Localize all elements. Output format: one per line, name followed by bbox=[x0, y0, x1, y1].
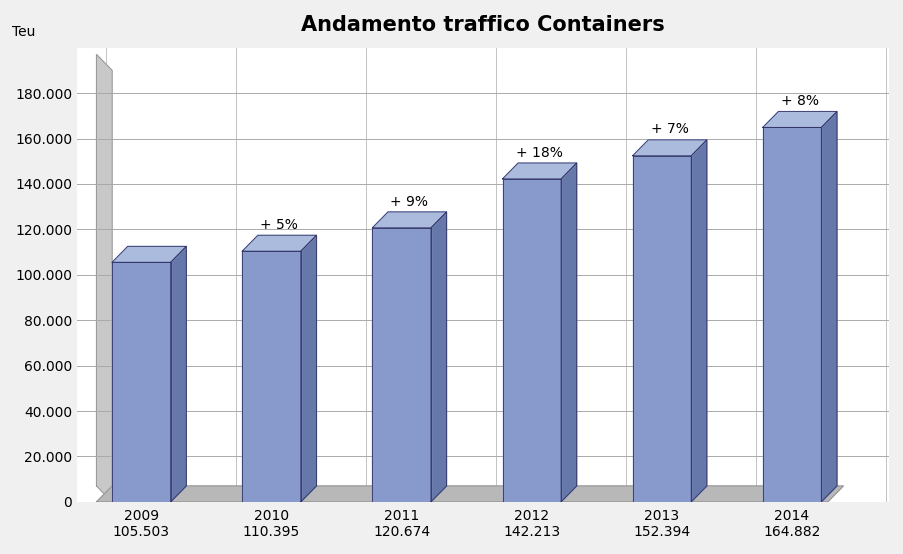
Polygon shape bbox=[97, 54, 112, 502]
Text: + 5%: + 5% bbox=[260, 218, 298, 232]
Text: + 18%: + 18% bbox=[516, 146, 563, 160]
Polygon shape bbox=[171, 247, 186, 502]
Polygon shape bbox=[821, 111, 836, 502]
Polygon shape bbox=[372, 212, 446, 228]
Polygon shape bbox=[112, 262, 171, 502]
Text: Teu: Teu bbox=[12, 24, 35, 39]
Polygon shape bbox=[502, 163, 576, 179]
Polygon shape bbox=[372, 228, 431, 502]
Polygon shape bbox=[431, 212, 446, 502]
Polygon shape bbox=[97, 486, 842, 502]
Polygon shape bbox=[112, 247, 186, 262]
Polygon shape bbox=[242, 235, 316, 251]
Polygon shape bbox=[502, 179, 561, 502]
Text: + 8%: + 8% bbox=[780, 94, 818, 108]
Polygon shape bbox=[632, 156, 691, 502]
Polygon shape bbox=[632, 140, 706, 156]
Text: + 7%: + 7% bbox=[650, 122, 688, 136]
Polygon shape bbox=[301, 235, 316, 502]
Polygon shape bbox=[242, 251, 301, 502]
Polygon shape bbox=[762, 127, 821, 502]
Title: Andamento traffico Containers: Andamento traffico Containers bbox=[301, 15, 664, 35]
Text: + 9%: + 9% bbox=[390, 194, 428, 208]
Polygon shape bbox=[691, 140, 706, 502]
Polygon shape bbox=[762, 111, 836, 127]
Polygon shape bbox=[561, 163, 576, 502]
